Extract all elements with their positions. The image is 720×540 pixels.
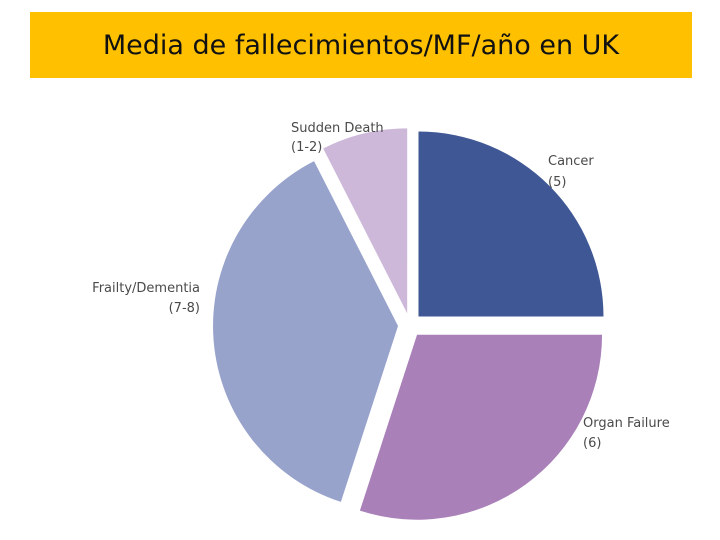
chart-title: Media de fallecimientos/MF/año en UK — [102, 29, 620, 61]
value-organ-failure: (6) — [583, 436, 601, 451]
slice-sudden-death — [323, 128, 408, 314]
value-frailty-dementia: (7-8) — [169, 301, 200, 316]
title-banner: Media de fallecimientos/MF/año en UK — [30, 12, 692, 78]
value-sudden-death: (1-2) — [291, 140, 322, 155]
slice-cancer — [418, 131, 604, 317]
value-cancer: (5) — [548, 175, 566, 190]
label-sudden-death: Sudden Death — [291, 121, 384, 136]
slice-frailty-dementia — [213, 161, 399, 502]
slice-organ-failure — [359, 334, 603, 520]
label-cancer: Cancer — [548, 154, 594, 169]
label-frailty-dementia: Frailty/Dementia — [92, 281, 200, 296]
label-organ-failure: Organ Failure — [583, 416, 670, 431]
